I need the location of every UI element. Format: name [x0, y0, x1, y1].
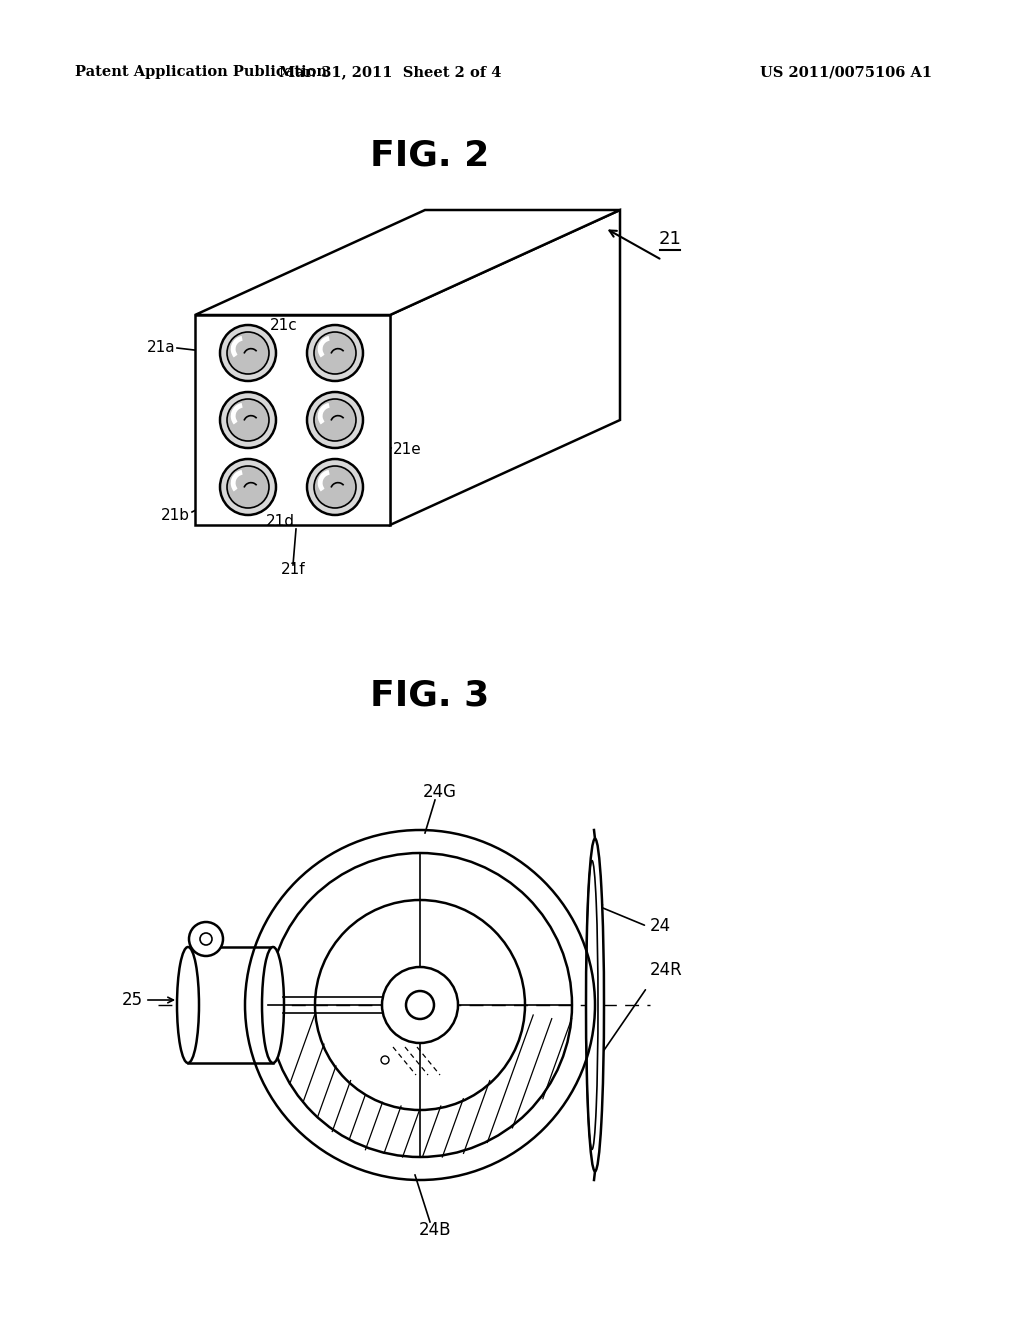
Circle shape — [314, 333, 356, 374]
Text: Mar. 31, 2011  Sheet 2 of 4: Mar. 31, 2011 Sheet 2 of 4 — [279, 65, 501, 79]
Text: 24: 24 — [650, 917, 671, 936]
Text: 21e: 21e — [393, 442, 422, 458]
Circle shape — [381, 1056, 389, 1064]
Text: 21c: 21c — [270, 318, 298, 333]
Polygon shape — [195, 210, 620, 315]
Text: 21d: 21d — [266, 515, 295, 529]
Ellipse shape — [262, 946, 284, 1063]
Circle shape — [314, 466, 356, 508]
Circle shape — [307, 325, 362, 381]
Ellipse shape — [177, 946, 199, 1063]
Circle shape — [307, 392, 362, 447]
Circle shape — [200, 933, 212, 945]
Text: FIG. 3: FIG. 3 — [371, 678, 489, 711]
Text: US 2011/0075106 A1: US 2011/0075106 A1 — [760, 65, 932, 79]
Circle shape — [314, 399, 356, 441]
Circle shape — [189, 921, 223, 956]
Polygon shape — [390, 210, 620, 525]
Circle shape — [227, 399, 269, 441]
Ellipse shape — [586, 838, 604, 1171]
Circle shape — [220, 392, 276, 447]
Text: FIG. 2: FIG. 2 — [371, 139, 489, 172]
Text: 24R: 24R — [650, 961, 683, 979]
Circle shape — [220, 459, 276, 515]
Text: 21b: 21b — [161, 507, 190, 523]
Circle shape — [307, 459, 362, 515]
Text: 24G: 24G — [423, 783, 457, 801]
Circle shape — [220, 325, 276, 381]
Text: 24B: 24B — [419, 1221, 452, 1239]
Polygon shape — [195, 315, 390, 525]
Text: 25: 25 — [122, 991, 143, 1008]
Circle shape — [227, 466, 269, 508]
Text: 21f: 21f — [281, 562, 305, 578]
Text: 21a: 21a — [146, 341, 175, 355]
Circle shape — [382, 968, 458, 1043]
Circle shape — [406, 991, 434, 1019]
Circle shape — [227, 333, 269, 374]
Polygon shape — [188, 946, 273, 1063]
Text: 21: 21 — [658, 230, 681, 248]
Text: Patent Application Publication: Patent Application Publication — [75, 65, 327, 79]
